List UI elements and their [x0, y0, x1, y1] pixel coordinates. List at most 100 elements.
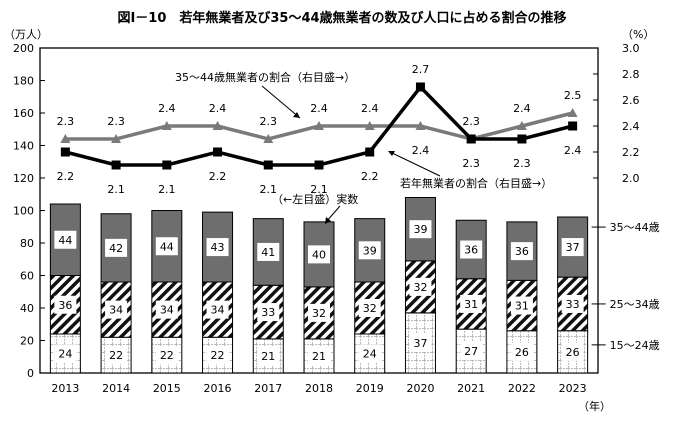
bar-label-bg: [358, 299, 381, 317]
bar-value-label: 42: [109, 242, 123, 255]
line-marker: [415, 82, 425, 92]
left-tick-label: 60: [20, 270, 34, 283]
bar-value-label: 32: [413, 281, 427, 294]
bar-value-label: 21: [261, 350, 275, 363]
line-value-label: 2.4: [310, 102, 328, 115]
bar-value-label: 34: [211, 304, 225, 317]
bar-label-bg: [409, 220, 432, 239]
bar-value-label: 43: [211, 241, 225, 254]
left-tick-label: 200: [13, 42, 34, 55]
line-marker: [365, 147, 375, 157]
bar-value-label: 34: [160, 304, 174, 317]
line-marker: [516, 121, 527, 130]
line-marker: [314, 160, 324, 170]
bar-value-label: 36: [58, 299, 72, 312]
left-axis-label: （万人）: [4, 28, 48, 41]
bar-label-bg: [155, 346, 178, 365]
bar-label-bg: [308, 303, 330, 322]
bar-value-label: 37: [413, 337, 427, 350]
bar-value-label: 36: [464, 244, 478, 257]
bar-label-bg: [257, 242, 280, 261]
line-value-label: 2.4: [361, 102, 379, 115]
bar-annotation: （←左目盛）実数: [272, 192, 358, 206]
bar-label-bg: [510, 342, 533, 361]
left-tick-label: 140: [13, 140, 34, 153]
bar-value-label: 24: [58, 348, 72, 361]
bar-label-bg: [460, 342, 483, 361]
bar-label-bg: [54, 295, 77, 314]
bar-label-bg: [409, 333, 432, 352]
bar-value-label: 21: [312, 350, 326, 363]
line-value-label: 2.2: [57, 170, 75, 183]
right-tick-label: 2.0: [622, 172, 640, 185]
line-value-label: 2.5: [564, 89, 582, 102]
bar-label-bg: [561, 342, 584, 361]
bar-label-bg: [54, 344, 77, 363]
line-marker: [213, 147, 223, 157]
bar-value-label: 31: [515, 300, 529, 313]
black-line-annotation: 若年無業者の割合（右目盛→）: [400, 176, 552, 190]
bar-value-label: 32: [312, 307, 326, 320]
bar-value-label: 37: [566, 241, 580, 254]
right-tick-label: 2.8: [622, 68, 640, 81]
bar-value-label: 22: [211, 349, 225, 362]
bar-label-bg: [257, 346, 280, 365]
bar-label-bg: [409, 277, 432, 296]
line-value-label: 2.3: [513, 157, 531, 170]
series-legend-label: 15～24歳: [610, 339, 660, 352]
bar-value-label: 26: [566, 346, 580, 359]
line-value-label: 2.7: [412, 63, 430, 76]
line-marker: [567, 108, 578, 117]
bar-label-bg: [460, 294, 483, 313]
arrow-head: [388, 151, 395, 156]
line-value-label: 2.3: [260, 115, 278, 128]
bar-label-bg: [54, 230, 77, 249]
bar-value-label: 40: [312, 248, 326, 261]
gray-line-annotation-arrow: [261, 85, 301, 119]
line-value-label: 2.4: [209, 102, 227, 115]
right-axis-label: （%）: [622, 28, 654, 41]
line-value-label: 2.4: [412, 144, 430, 157]
line-marker: [466, 134, 476, 144]
x-tick-label: 2020: [406, 382, 434, 395]
bar-label-bg: [105, 300, 128, 319]
bar-label-bg: [510, 296, 533, 315]
bar-label-bg: [308, 245, 330, 264]
left-tick-label: 40: [20, 302, 34, 315]
bar-label-bg: [561, 294, 584, 313]
line-value-label: 2.4: [564, 144, 582, 157]
bar-value-label: 39: [363, 244, 377, 257]
line-value-label: 2.1: [310, 183, 328, 196]
x-tick-label: 2023: [559, 382, 587, 395]
right-tick-label: 2.4: [622, 120, 640, 133]
bar-value-label: 33: [566, 298, 580, 311]
line-marker: [111, 160, 121, 170]
line-value-label: 2.3: [107, 115, 125, 128]
chart-title: 図Ⅰ－10 若年無業者及び35～44歳無業者の数及び人口に占める割合の推移: [117, 10, 566, 26]
bar-label-bg: [206, 300, 229, 319]
line-marker: [263, 160, 273, 170]
x-tick-label: 2013: [51, 382, 79, 395]
x-axis-unit: （年）: [578, 399, 611, 413]
bar-value-label: 34: [109, 304, 123, 317]
bar-value-label: 27: [464, 345, 478, 358]
x-tick-label: 2014: [102, 382, 130, 395]
series-legend-label: 35～44歳: [610, 221, 660, 234]
line-value-label: 2.3: [462, 115, 480, 128]
line-marker: [263, 134, 274, 143]
bar-label-bg: [105, 346, 128, 365]
bar-value-label: 39: [413, 223, 427, 236]
bar-value-label: 41: [261, 246, 275, 259]
x-tick-label: 2019: [356, 382, 384, 395]
line-marker: [212, 121, 223, 130]
line-marker: [364, 121, 375, 130]
left-tick-label: 120: [13, 172, 34, 185]
line-marker: [60, 147, 70, 157]
line-marker: [161, 121, 172, 130]
bar-label-bg: [206, 238, 229, 257]
line-value-label: 2.4: [158, 102, 176, 115]
left-tick-label: 160: [13, 107, 34, 120]
x-tick-label: 2015: [153, 382, 181, 395]
right-tick-label: 2.2: [622, 146, 640, 159]
